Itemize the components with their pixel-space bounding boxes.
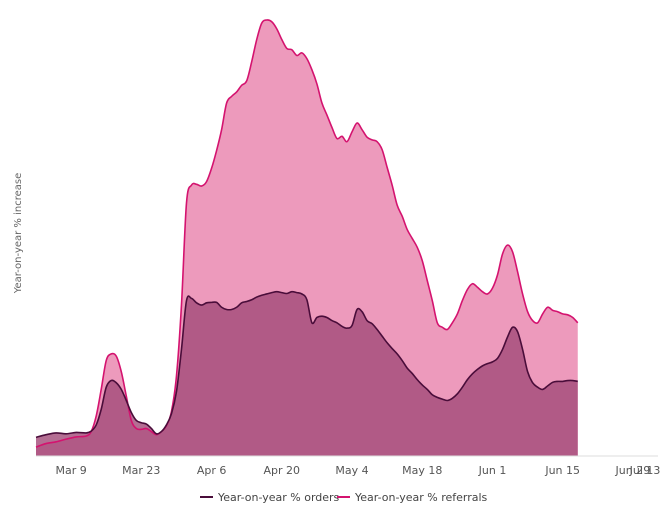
area-referrals	[36, 19, 578, 456]
x-tick-label: Apr 6	[197, 464, 227, 477]
x-tick-label: Mar 23	[122, 464, 160, 477]
legend: Year-on-year % orders Year-on-year % ref…	[200, 491, 488, 504]
series-areas	[36, 19, 578, 456]
x-tick-label: Jun 15	[544, 464, 580, 477]
line-referrals	[35, 19, 579, 448]
line-orders	[35, 290, 578, 439]
legend-label-orders: Year-on-year % orders	[217, 491, 340, 504]
x-tick-label: May 18	[402, 464, 442, 477]
legend-label-referrals: Year-on-year % referrals	[354, 491, 488, 504]
x-tick-label: May 4	[335, 464, 368, 477]
x-tick-label: Mar 9	[55, 464, 86, 477]
y-axis-title: Year-on-year % increase	[13, 173, 24, 295]
x-tick-label: Jun 29	[615, 464, 651, 477]
x-tick-label: Apr 20	[264, 464, 301, 477]
x-axis-ticks: Mar 9 Mar 23 Apr 6 Apr 20 May 4 May 18 Jun 1 Ju…	[55, 464, 660, 477]
x-tick-label: Jun 1	[478, 464, 507, 477]
x-tick-label: Jul 13	[629, 464, 661, 477]
series-lines	[35, 19, 579, 448]
